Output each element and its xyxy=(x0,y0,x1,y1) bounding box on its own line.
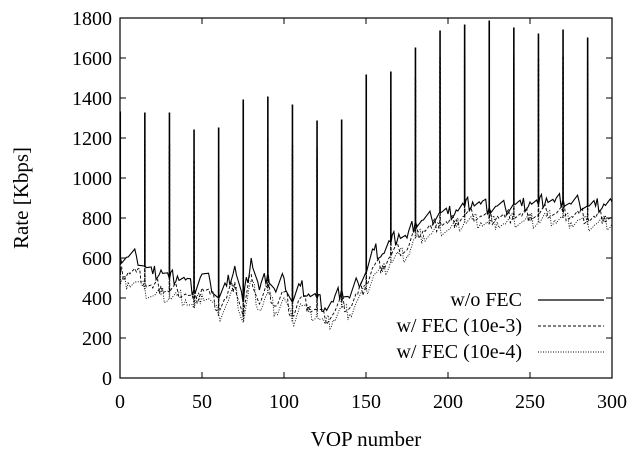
x-tick-label: 250 xyxy=(515,391,545,413)
x-tick-label: 150 xyxy=(351,391,381,413)
x-tick-label: 0 xyxy=(115,391,125,413)
y-tick-label: 800 xyxy=(82,208,112,230)
y-tick-label: 600 xyxy=(82,248,112,270)
x-tick-label: 200 xyxy=(433,391,463,413)
ticks-layer: 0 50 100 150 200 250 300 0 200 400 600 800 1000 1200 1… xyxy=(72,8,627,413)
legend-label-series-3: w/ FEC (10e-4) xyxy=(396,341,522,363)
x-tick-label: 100 xyxy=(269,391,299,413)
y-tick-label: 1200 xyxy=(72,128,112,150)
legend-label-series-2: w/ FEC (10e-3) xyxy=(396,315,522,337)
y-tick-label: 0 xyxy=(102,368,112,390)
y-tick-label: 1800 xyxy=(72,8,112,30)
series-layer xyxy=(119,20,613,331)
legend: w/o FEC w/ FEC (10e-3) w/ FEC (10e-4) xyxy=(396,289,604,363)
y-tick-label: 1000 xyxy=(72,168,112,190)
series-line-3 xyxy=(119,61,613,331)
y-tick-label: 1400 xyxy=(72,88,112,110)
y-tick-label: 400 xyxy=(82,288,112,310)
x-tick-label: 300 xyxy=(597,391,627,413)
x-axis-title: VOP number xyxy=(311,427,422,451)
y-axis-title: Rate [Kbps] xyxy=(9,147,33,249)
y-tick-label: 1600 xyxy=(72,48,112,70)
x-tick-label: 50 xyxy=(192,391,212,413)
y-tick-label: 200 xyxy=(82,328,112,350)
legend-label-series-1: w/o FEC xyxy=(450,289,522,311)
